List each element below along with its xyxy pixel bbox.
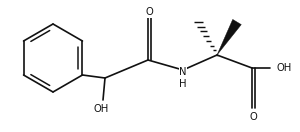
Text: OH: OH bbox=[276, 63, 292, 73]
Text: N: N bbox=[179, 67, 187, 77]
Text: O: O bbox=[249, 112, 257, 122]
Polygon shape bbox=[217, 19, 241, 55]
Text: O: O bbox=[145, 7, 153, 17]
Text: OH: OH bbox=[93, 104, 109, 114]
Text: H: H bbox=[179, 79, 187, 89]
